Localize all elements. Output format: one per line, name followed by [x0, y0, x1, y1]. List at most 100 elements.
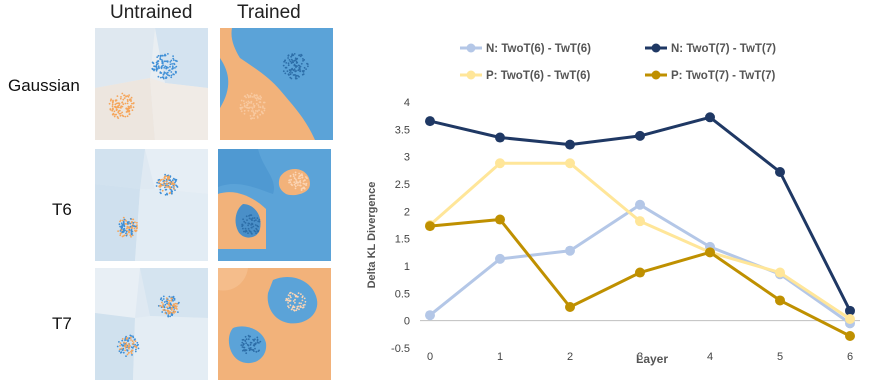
- scatter-point: [297, 184, 299, 186]
- legend-marker: [651, 70, 661, 80]
- scatter-point: [260, 96, 263, 99]
- scatter-point: [122, 351, 125, 354]
- scatter-point: [156, 56, 159, 58]
- scatter-point: [126, 336, 128, 339]
- scatter-point: [239, 104, 242, 106]
- scatter-point: [250, 226, 253, 229]
- scatter-point: [248, 215, 250, 217]
- scatter-point: [166, 71, 169, 74]
- scatter-point: [122, 98, 125, 101]
- scatter-point: [253, 219, 256, 222]
- legend-entry: N: TwoT(7) - TwT(7): [645, 43, 776, 55]
- scatter-point: [290, 55, 292, 58]
- legend-label: P: TwoT(7) - TwT(7): [671, 70, 776, 82]
- data-point: [845, 330, 855, 341]
- scatter-point: [250, 214, 253, 216]
- data-point: [845, 305, 855, 316]
- scatter-point: [292, 61, 295, 64]
- scatter-point: [171, 179, 174, 182]
- scatter-point: [127, 340, 129, 343]
- scatter-point: [159, 54, 162, 57]
- legend-marker: [466, 70, 476, 80]
- scatter-point: [290, 61, 293, 64]
- scatter-point: [128, 351, 130, 354]
- column-header-trained: Trained: [237, 2, 301, 23]
- scatter-point: [289, 76, 292, 79]
- scatter-point: [249, 347, 252, 349]
- scatter-point: [295, 60, 298, 63]
- scatter-point: [133, 227, 136, 230]
- scatter-point: [134, 229, 137, 232]
- scatter-point: [287, 73, 290, 76]
- scatter-point: [123, 227, 126, 230]
- scatter-point: [251, 223, 254, 225]
- scatter-point: [244, 227, 247, 230]
- scatter-point: [246, 106, 248, 109]
- data-point: [565, 139, 575, 150]
- data-point: [565, 302, 575, 312]
- scatter-point: [289, 70, 292, 72]
- scatter-point: [117, 230, 119, 232]
- series-layer: [425, 112, 855, 341]
- scatter-point: [129, 105, 132, 107]
- scatter-point: [297, 64, 300, 67]
- legend-marker: [651, 43, 661, 53]
- scatter-point: [290, 183, 293, 186]
- scatter-point: [123, 94, 125, 97]
- scatter-point: [165, 76, 168, 78]
- scatter-point: [256, 217, 259, 219]
- scatter-point: [125, 343, 128, 346]
- scatter-point: [130, 352, 133, 355]
- scatter-point: [172, 66, 174, 69]
- scatter-point: [289, 71, 291, 74]
- scatter-point: [249, 106, 251, 109]
- scatter-point: [258, 101, 261, 103]
- scatter-point: [289, 60, 292, 63]
- scatter-point: [289, 304, 292, 307]
- scatter-point: [302, 182, 305, 185]
- panel-t6-untrained: [95, 149, 208, 261]
- scatter-point: [285, 299, 287, 302]
- x-tick-label: 6: [847, 351, 853, 363]
- scatter-point: [169, 181, 172, 183]
- scatter-point: [299, 70, 302, 72]
- scatter-point: [256, 336, 259, 339]
- scatter-point: [174, 310, 177, 313]
- scatter-point: [131, 102, 133, 105]
- scatter-point: [122, 229, 125, 232]
- scatter-point: [241, 106, 244, 109]
- scatter-point: [136, 341, 139, 344]
- scatter-point: [168, 74, 171, 77]
- scatter-point: [155, 65, 158, 67]
- scatter-point: [241, 341, 244, 344]
- data-point: [635, 216, 645, 227]
- scatter-point: [132, 336, 135, 339]
- scatter-point: [117, 111, 120, 114]
- scatter-point: [174, 178, 176, 181]
- scatter-point: [173, 297, 176, 300]
- data-point: [775, 267, 785, 278]
- scatter-point: [298, 68, 300, 71]
- scatter-point: [167, 53, 169, 55]
- scatter-point: [167, 74, 169, 76]
- scatter-point: [249, 94, 252, 97]
- scatter-point: [168, 300, 171, 302]
- scatter-point: [258, 349, 260, 352]
- scatter-point: [288, 306, 290, 309]
- scatter-point: [151, 67, 154, 70]
- scatter-point: [165, 188, 168, 191]
- scatter-cluster: [118, 336, 138, 356]
- scatter-point: [292, 60, 294, 62]
- x-tick-label: 3: [637, 351, 643, 363]
- scatter-point: [170, 308, 173, 310]
- scatter-cluster: [240, 334, 262, 355]
- scatter-point: [257, 96, 259, 99]
- x-tick-label: 2: [567, 351, 573, 363]
- scatter-point: [245, 338, 248, 341]
- scatter-point: [173, 73, 175, 76]
- scatter-point: [298, 172, 300, 175]
- y-tick-label: 2: [404, 206, 410, 218]
- scatter-point: [288, 69, 291, 71]
- scatter-point: [242, 100, 245, 102]
- scatter-point: [241, 223, 244, 226]
